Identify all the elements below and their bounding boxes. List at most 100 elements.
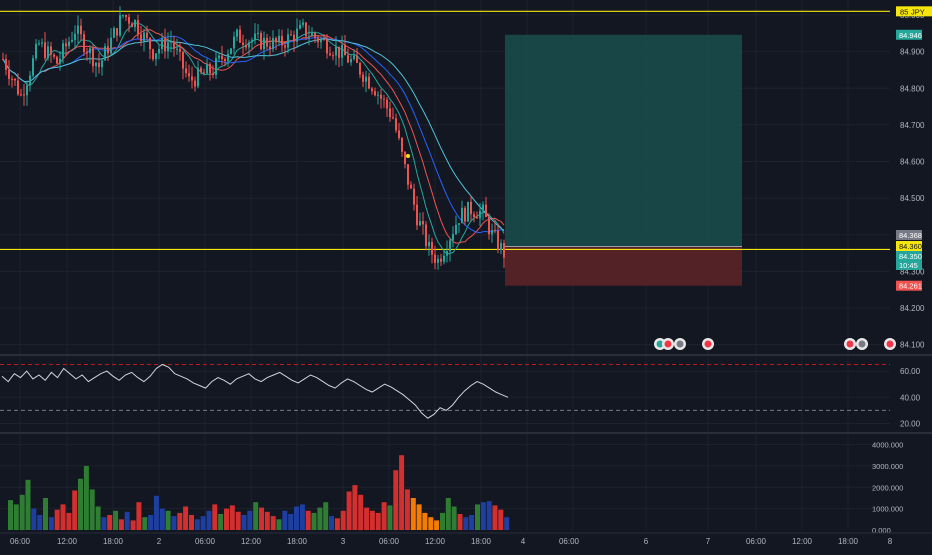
candle	[437, 254, 439, 270]
volume-bar	[276, 519, 282, 530]
candle-body	[236, 29, 238, 37]
price-label-gray-text: 84.368	[899, 231, 922, 240]
candle-body	[119, 15, 121, 36]
candle	[215, 51, 217, 80]
event-badge-5[interactable]	[856, 338, 868, 350]
candle	[26, 80, 28, 106]
volume-bar	[200, 516, 206, 530]
candle	[170, 30, 172, 53]
time-axis[interactable]: 06:00 12:00 18:00 2 06:00 12:00 18:00 3 06:00 12:…	[0, 532, 932, 546]
candle	[149, 37, 151, 59]
candle	[365, 70, 367, 93]
candle-body	[479, 210, 481, 219]
candle	[50, 42, 52, 63]
volume-bar	[177, 512, 183, 530]
candle	[257, 24, 259, 39]
candle	[20, 88, 22, 97]
volume-bar	[498, 509, 504, 530]
candle-body	[455, 224, 457, 235]
candle	[143, 28, 145, 52]
candle	[482, 201, 484, 221]
long-position-tool[interactable]	[505, 34, 742, 286]
candle	[299, 19, 301, 30]
event-badge-4[interactable]	[844, 338, 856, 350]
price-label-current[interactable]	[896, 251, 922, 261]
volume-bar	[323, 502, 329, 530]
candle-body	[101, 60, 103, 68]
price-label-countdown[interactable]	[896, 260, 922, 270]
candle	[236, 28, 238, 42]
candle	[107, 38, 109, 62]
volume-bar	[43, 498, 48, 530]
candle-body	[191, 76, 193, 81]
volume-bar	[130, 520, 136, 530]
time-tick-label: 06:00	[10, 537, 31, 546]
candle	[89, 45, 91, 64]
pane-dividers[interactable]	[0, 354, 932, 434]
price-label-target[interactable]	[896, 29, 922, 40]
symbol-tag[interactable]	[896, 6, 932, 17]
candle	[485, 196, 487, 218]
candle-body	[482, 204, 484, 211]
price-label-yellow[interactable]	[896, 241, 922, 251]
volume-bar	[212, 504, 218, 530]
candle	[113, 26, 115, 39]
candle-body	[257, 32, 259, 34]
candle	[86, 47, 88, 61]
time-tick-label: 12:00	[792, 537, 813, 546]
loss-zone[interactable]	[505, 246, 742, 286]
event-badges[interactable]	[654, 338, 896, 350]
candle-body	[224, 59, 226, 62]
candle-body	[32, 58, 34, 76]
volume-bar	[159, 508, 165, 530]
candle	[362, 71, 364, 88]
volume-bar	[25, 479, 31, 530]
candle-body	[185, 68, 187, 74]
candle	[17, 73, 19, 97]
price-tick-label: 84.600	[900, 158, 925, 167]
candle	[455, 215, 457, 236]
candle-body	[443, 255, 445, 262]
candle-body	[341, 45, 343, 58]
volume-bar	[194, 519, 200, 530]
profit-zone[interactable]	[505, 34, 742, 247]
candle	[470, 195, 472, 221]
candle-body	[362, 74, 364, 82]
volume-bar	[183, 506, 189, 530]
volume-bar	[171, 516, 177, 530]
candle-body	[194, 80, 196, 87]
candle-body	[422, 221, 424, 225]
volume-bar	[340, 510, 346, 530]
candle-body	[17, 80, 19, 95]
candle	[410, 181, 412, 189]
candle	[200, 65, 202, 75]
candle-body	[56, 56, 58, 64]
candle	[41, 38, 43, 48]
candle-body	[50, 46, 52, 55]
event-badge-2[interactable]	[674, 338, 686, 350]
volume-bar	[89, 489, 95, 530]
candle	[134, 19, 136, 32]
price-label-stop[interactable]	[896, 280, 922, 291]
time-tick-label: 2	[157, 537, 162, 546]
candle	[68, 36, 70, 50]
candle-body	[68, 41, 70, 47]
event-badge-3[interactable]	[702, 338, 714, 350]
horizontal-lines[interactable]	[0, 10, 890, 251]
candle-body	[2, 58, 4, 60]
event-badge-1[interactable]	[662, 338, 674, 350]
candle	[104, 43, 106, 61]
candle-body	[290, 34, 292, 36]
candle	[158, 44, 160, 60]
volume-bar	[504, 517, 510, 530]
candle-body	[332, 55, 334, 57]
candle	[221, 45, 223, 66]
price-axis[interactable]: 85.00084.90084.80084.70084.60084.50084.3…	[896, 6, 932, 350]
time-tick-label: 06:00	[195, 537, 216, 546]
event-badge-6[interactable]	[884, 338, 896, 350]
volume-bar	[469, 515, 475, 530]
candle-body	[197, 67, 199, 87]
price-label-gray[interactable]	[896, 230, 922, 240]
candle	[296, 18, 298, 47]
